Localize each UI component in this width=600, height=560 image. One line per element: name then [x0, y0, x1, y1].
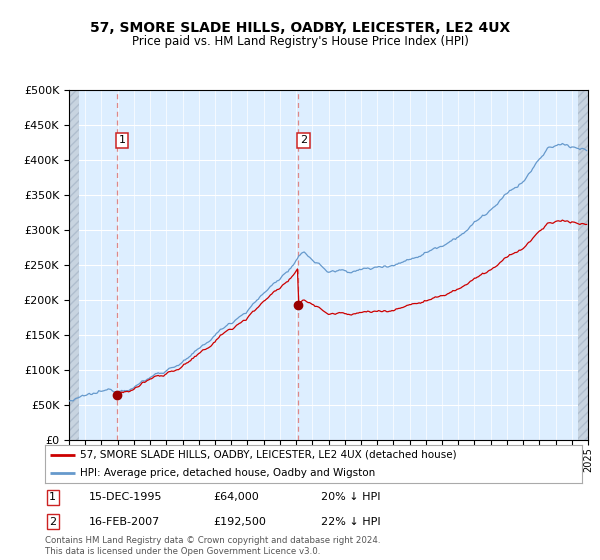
Text: 1: 1: [49, 492, 56, 502]
Text: Contains HM Land Registry data © Crown copyright and database right 2024.
This d: Contains HM Land Registry data © Crown c…: [45, 536, 380, 556]
Text: 20% ↓ HPI: 20% ↓ HPI: [321, 492, 380, 502]
Text: 2: 2: [49, 517, 56, 527]
Bar: [69, 90, 79, 440]
Text: 1: 1: [119, 136, 125, 146]
Text: 2: 2: [299, 136, 307, 146]
Text: 16-FEB-2007: 16-FEB-2007: [89, 517, 160, 527]
Text: £192,500: £192,500: [213, 517, 266, 527]
Text: 57, SMORE SLADE HILLS, OADBY, LEICESTER, LE2 4UX (detached house): 57, SMORE SLADE HILLS, OADBY, LEICESTER,…: [80, 450, 457, 460]
Text: HPI: Average price, detached house, Oadby and Wigston: HPI: Average price, detached house, Oadb…: [80, 468, 375, 478]
Text: £64,000: £64,000: [213, 492, 259, 502]
Text: 57, SMORE SLADE HILLS, OADBY, LEICESTER, LE2 4UX: 57, SMORE SLADE HILLS, OADBY, LEICESTER,…: [90, 21, 510, 35]
Bar: [578, 90, 588, 440]
Text: 22% ↓ HPI: 22% ↓ HPI: [321, 517, 380, 527]
Text: 15-DEC-1995: 15-DEC-1995: [89, 492, 162, 502]
Text: Price paid vs. HM Land Registry's House Price Index (HPI): Price paid vs. HM Land Registry's House …: [131, 35, 469, 48]
